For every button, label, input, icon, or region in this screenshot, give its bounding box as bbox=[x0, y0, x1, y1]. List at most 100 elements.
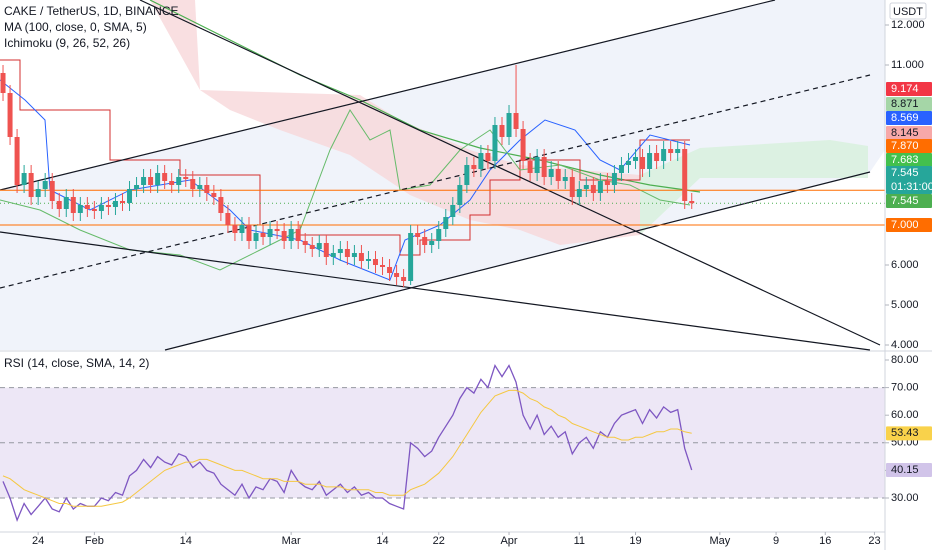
unit-box[interactable] bbox=[889, 2, 927, 20]
candle-body bbox=[105, 205, 111, 207]
candle-body bbox=[380, 265, 386, 267]
x-tick-label: 9 bbox=[773, 535, 779, 547]
candle-body bbox=[415, 233, 421, 237]
candle-body bbox=[309, 245, 315, 249]
candle-body bbox=[56, 201, 62, 209]
candle-body bbox=[260, 233, 266, 237]
x-tick-label: 16 bbox=[819, 535, 831, 547]
candle-body bbox=[98, 205, 104, 211]
price-label-box bbox=[886, 218, 932, 232]
x-tick-label: Mar bbox=[282, 535, 301, 547]
price-label-box bbox=[886, 111, 932, 125]
countdown: 01:31:00 bbox=[891, 181, 932, 193]
candle-body bbox=[499, 125, 505, 137]
candle-body bbox=[155, 173, 161, 185]
price-label-box bbox=[886, 126, 932, 140]
unit-label[interactable]: USDT bbox=[893, 6, 923, 18]
candle-body bbox=[372, 259, 378, 265]
candle-body bbox=[91, 209, 97, 211]
rsi-value-label: 53.43 bbox=[891, 427, 919, 439]
candle-body bbox=[197, 185, 203, 189]
candle-body bbox=[506, 113, 512, 137]
candle-body bbox=[436, 229, 442, 241]
price-label-box bbox=[886, 139, 932, 153]
candle-body bbox=[49, 181, 55, 201]
candle-body bbox=[351, 253, 357, 257]
ichimoku-cloud-bearish bbox=[150, 0, 640, 245]
candle-body bbox=[28, 173, 34, 197]
candle-body bbox=[387, 267, 393, 273]
candle-body bbox=[394, 273, 400, 277]
candle-body bbox=[640, 157, 646, 169]
price-label: 7.545 bbox=[891, 195, 919, 207]
price-label: 8.145 bbox=[891, 127, 919, 139]
rsi-tick-label: 30.00 bbox=[891, 492, 919, 504]
candle-body bbox=[471, 165, 477, 169]
price-label-box bbox=[886, 166, 932, 194]
candle-body bbox=[344, 249, 350, 257]
candle-body bbox=[365, 259, 371, 261]
candle-body bbox=[675, 149, 681, 153]
candle-body bbox=[63, 197, 69, 209]
candle-body bbox=[633, 157, 639, 161]
candle-body bbox=[576, 189, 582, 197]
x-tick-label: 14 bbox=[376, 535, 388, 547]
candle-body bbox=[176, 177, 182, 185]
y-tick-label: 12.000 bbox=[891, 19, 925, 31]
candle-body bbox=[520, 129, 526, 161]
trend-line bbox=[139, 0, 881, 346]
candle-body bbox=[337, 249, 343, 253]
candle-body bbox=[7, 93, 13, 137]
candle-body bbox=[218, 197, 224, 213]
candle-body bbox=[527, 161, 533, 173]
rsi-value-box bbox=[886, 462, 932, 477]
price-label-box bbox=[886, 153, 932, 167]
x-tick-label: Apr bbox=[500, 535, 517, 547]
time-axis bbox=[0, 532, 885, 550]
candle-body bbox=[70, 197, 76, 213]
chart-title: CAKE / TetherUS, 1D, BINANCE bbox=[4, 4, 179, 18]
candle-body bbox=[457, 185, 463, 205]
candle-body bbox=[450, 205, 456, 217]
candle-body bbox=[323, 243, 329, 257]
candle-body bbox=[590, 185, 596, 193]
candle-body bbox=[625, 161, 631, 165]
x-tick-label: Feb bbox=[85, 535, 104, 547]
candle-body bbox=[141, 177, 147, 185]
candle-body bbox=[148, 177, 154, 185]
price-label: 7.000 bbox=[891, 219, 919, 231]
candle-body bbox=[654, 153, 660, 161]
candle-body bbox=[204, 185, 210, 193]
candle-body bbox=[429, 241, 435, 245]
x-tick-label: 22 bbox=[433, 535, 445, 547]
candle-body bbox=[232, 225, 238, 233]
candle-body bbox=[548, 169, 554, 177]
rsi-value-box bbox=[886, 426, 932, 441]
candle-body bbox=[408, 233, 414, 281]
y-tick-label: 6.000 bbox=[891, 259, 919, 271]
candle-body bbox=[611, 173, 617, 185]
candle-body bbox=[211, 193, 217, 197]
trend-line bbox=[164, 171, 871, 351]
candle-body bbox=[127, 189, 133, 203]
candle-body bbox=[401, 277, 407, 281]
price-label: 7.870 bbox=[891, 140, 919, 152]
candle-body bbox=[618, 165, 624, 173]
trend-line bbox=[0, 231, 871, 351]
candle-body bbox=[569, 177, 575, 197]
candle-body bbox=[295, 229, 301, 241]
price-label: 8.569 bbox=[891, 112, 919, 124]
x-tick-label: 11 bbox=[574, 535, 585, 547]
price-label-box bbox=[886, 82, 932, 96]
candle-body bbox=[84, 205, 90, 209]
candle-body bbox=[541, 157, 547, 177]
candle-body bbox=[42, 181, 48, 189]
trend-line bbox=[0, 0, 776, 191]
candle-body bbox=[0, 73, 6, 93]
axis-layer: 12.000 11.000 6.000 5.000 4.000 80.00 70.00 60.… bbox=[32, 19, 932, 547]
price-label: 7.683 bbox=[891, 154, 919, 166]
candle-body bbox=[534, 157, 540, 173]
candle-body bbox=[267, 229, 273, 237]
candle-body bbox=[422, 237, 428, 245]
